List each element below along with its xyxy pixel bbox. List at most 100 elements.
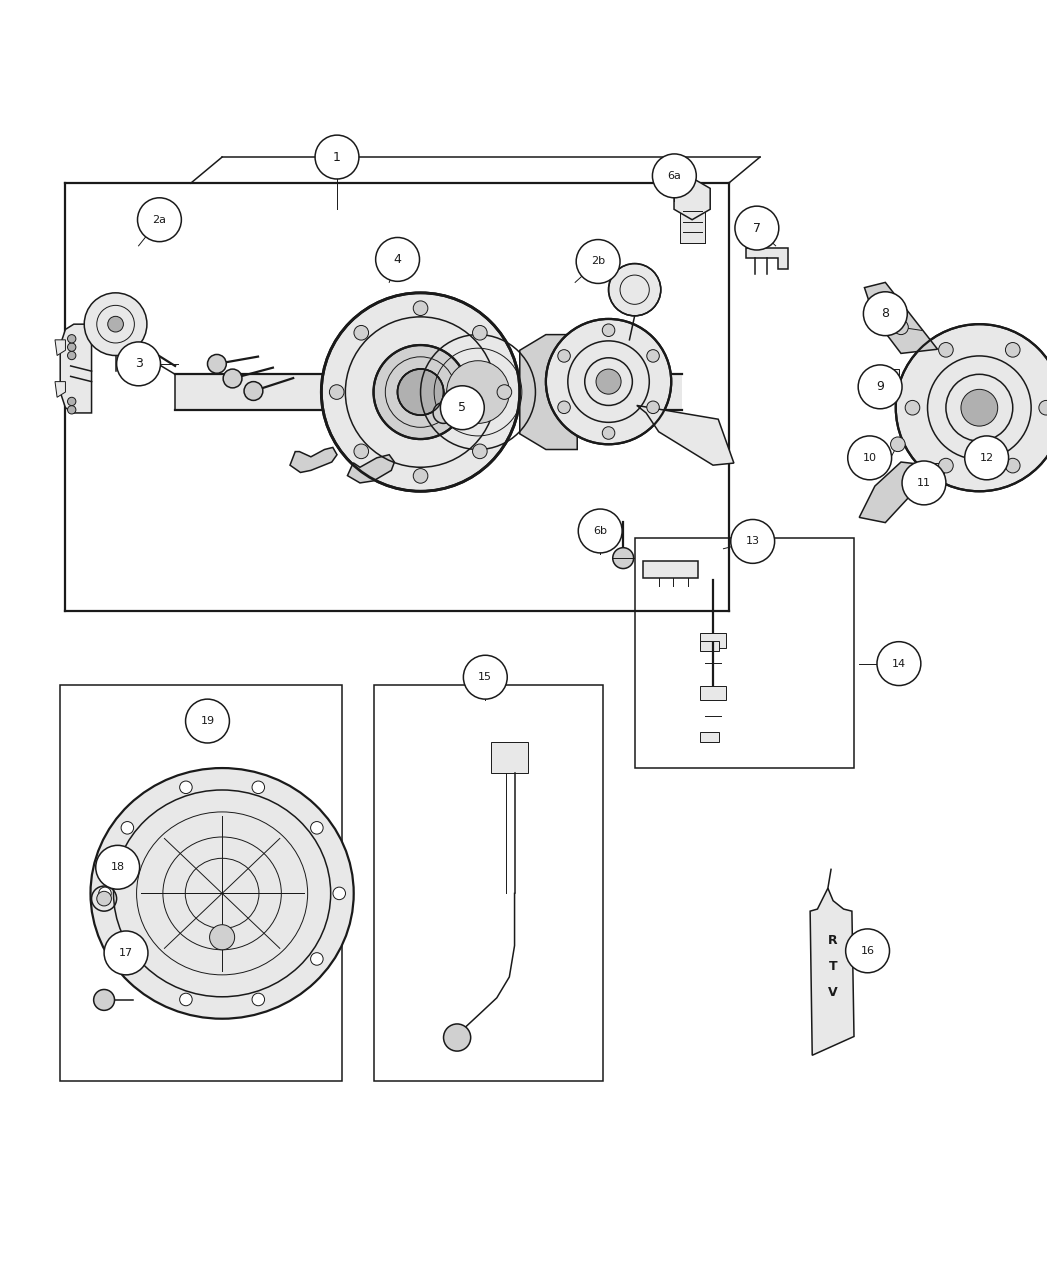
Text: 3: 3 (134, 357, 143, 370)
Bar (700, 634, 726, 648)
Circle shape (558, 349, 570, 362)
Circle shape (472, 325, 487, 340)
Text: 10: 10 (863, 453, 877, 463)
Circle shape (731, 519, 775, 564)
Circle shape (311, 952, 323, 965)
Circle shape (1038, 400, 1050, 416)
Circle shape (603, 427, 615, 440)
Circle shape (108, 316, 124, 332)
Bar (175, 375, 681, 409)
Text: 5: 5 (459, 402, 466, 414)
Text: 12: 12 (980, 453, 993, 463)
Circle shape (398, 368, 443, 416)
Circle shape (374, 346, 467, 439)
Bar (374, 685, 604, 1081)
Text: 11: 11 (917, 478, 931, 488)
Polygon shape (60, 324, 91, 413)
Text: 2b: 2b (591, 256, 605, 266)
Ellipse shape (90, 768, 354, 1019)
Bar (700, 686, 726, 700)
Circle shape (414, 469, 427, 483)
Polygon shape (55, 381, 65, 398)
Circle shape (321, 293, 520, 491)
Circle shape (1006, 458, 1020, 473)
Text: T: T (828, 960, 838, 973)
Circle shape (446, 361, 509, 423)
Circle shape (104, 931, 148, 975)
Text: R: R (828, 933, 838, 947)
Circle shape (224, 368, 242, 388)
Circle shape (67, 398, 76, 405)
Circle shape (67, 405, 76, 414)
Circle shape (67, 352, 76, 360)
Circle shape (96, 845, 140, 889)
Circle shape (121, 821, 133, 834)
Circle shape (576, 240, 621, 283)
Circle shape (546, 319, 671, 444)
Circle shape (315, 135, 359, 179)
Circle shape (858, 365, 902, 409)
Text: 18: 18 (110, 862, 125, 872)
Circle shape (939, 343, 953, 357)
Bar (60, 685, 342, 1081)
Circle shape (67, 343, 76, 352)
Polygon shape (674, 179, 710, 219)
Circle shape (894, 320, 908, 334)
Circle shape (121, 952, 133, 965)
Bar (700, 732, 719, 742)
Text: 14: 14 (891, 659, 906, 668)
Circle shape (847, 436, 891, 479)
Circle shape (443, 1024, 470, 1051)
Polygon shape (875, 368, 899, 384)
Text: 2a: 2a (152, 214, 167, 224)
Circle shape (376, 237, 420, 282)
Circle shape (440, 386, 484, 430)
Circle shape (896, 324, 1050, 491)
Text: 8: 8 (881, 307, 889, 320)
Circle shape (93, 989, 114, 1010)
Polygon shape (348, 455, 395, 483)
Bar (679, 199, 705, 242)
Polygon shape (290, 448, 337, 473)
Circle shape (186, 699, 229, 743)
Circle shape (354, 325, 369, 340)
Circle shape (208, 354, 227, 374)
Circle shape (180, 782, 192, 793)
Circle shape (333, 887, 345, 900)
Circle shape (596, 368, 622, 394)
Polygon shape (636, 405, 734, 465)
Circle shape (905, 400, 920, 416)
Circle shape (1006, 343, 1020, 357)
Text: 13: 13 (746, 537, 760, 547)
Circle shape (97, 891, 111, 907)
Circle shape (463, 655, 507, 699)
Circle shape (138, 198, 182, 242)
Circle shape (558, 402, 570, 413)
Circle shape (647, 349, 659, 362)
Circle shape (609, 264, 660, 316)
Bar (634, 538, 854, 768)
Text: 7: 7 (753, 222, 761, 235)
Circle shape (84, 293, 147, 356)
Polygon shape (643, 561, 698, 578)
Text: 4: 4 (394, 252, 401, 266)
Polygon shape (926, 463, 944, 478)
Circle shape (311, 821, 323, 834)
Text: 6b: 6b (593, 527, 607, 535)
Circle shape (652, 154, 696, 198)
Circle shape (579, 509, 623, 553)
Circle shape (99, 887, 111, 900)
Polygon shape (864, 282, 938, 353)
Polygon shape (520, 334, 578, 450)
Circle shape (180, 993, 192, 1006)
Text: V: V (828, 986, 838, 1000)
Circle shape (244, 381, 262, 400)
Circle shape (902, 462, 946, 505)
Circle shape (863, 292, 907, 335)
Text: 6a: 6a (668, 171, 681, 181)
Circle shape (647, 402, 659, 413)
Circle shape (354, 444, 369, 459)
Circle shape (252, 782, 265, 793)
Text: 17: 17 (119, 947, 133, 958)
Circle shape (735, 207, 779, 250)
